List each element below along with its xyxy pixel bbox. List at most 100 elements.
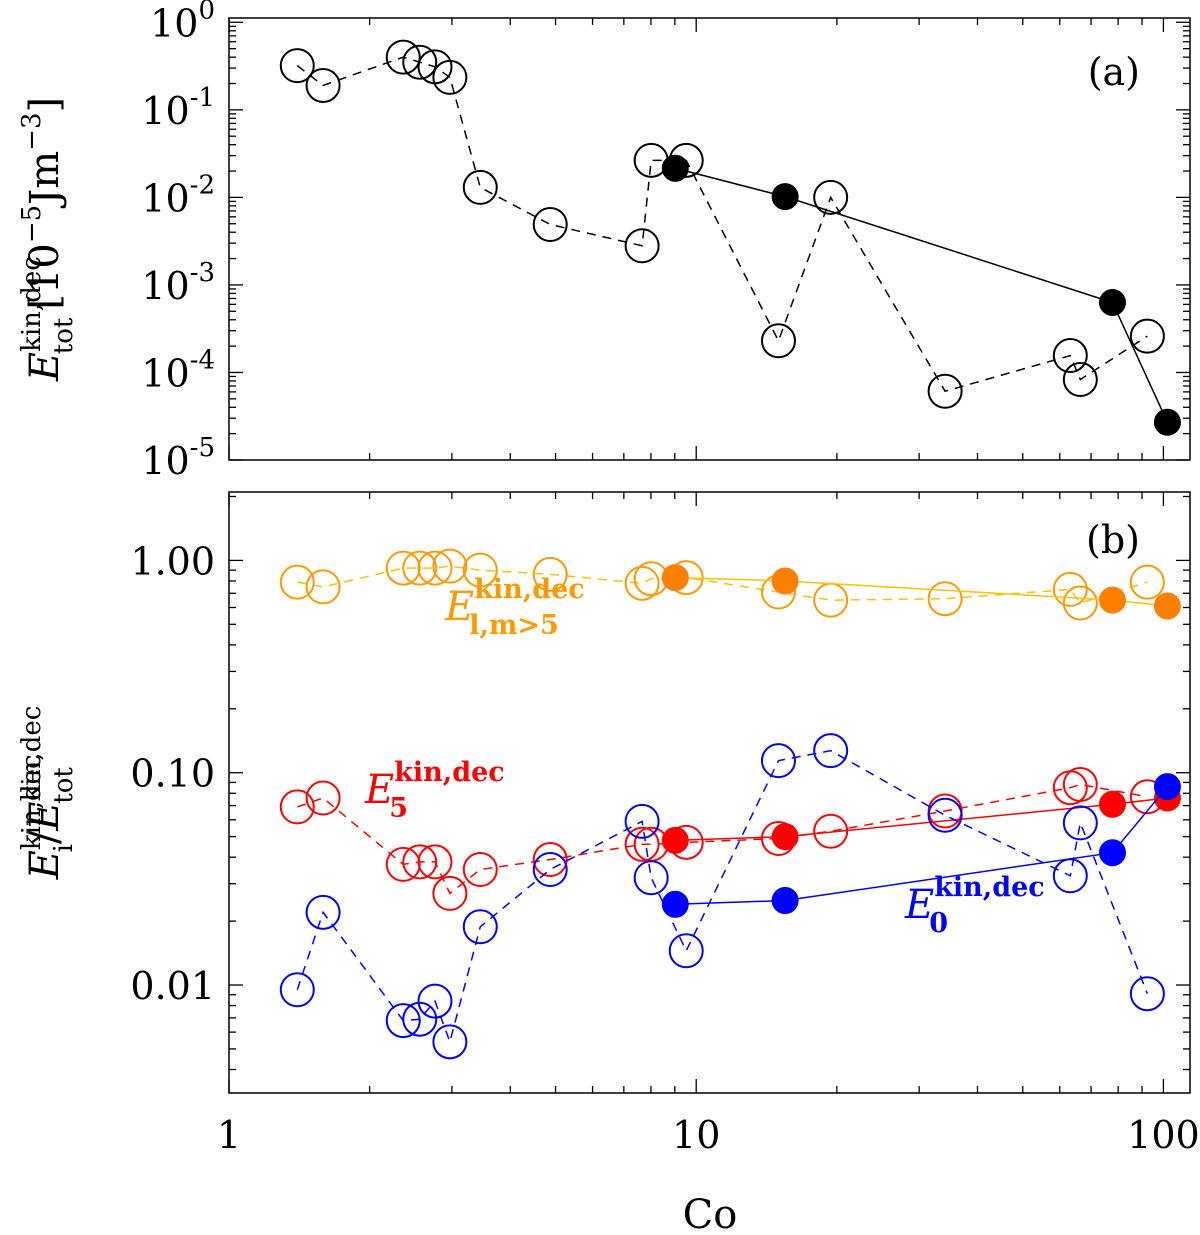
label-unit: [10: [22, 243, 68, 310]
series-line: [296, 56, 1148, 393]
x-tick-label: 1: [217, 1113, 241, 1157]
label-sup: kin,dec: [17, 256, 47, 352]
y-tick-label: 10-3: [141, 258, 215, 308]
tick-base: 10: [141, 439, 189, 483]
data-point-open: [385, 550, 421, 586]
label-unit: ]: [22, 97, 68, 113]
data-point-open: [417, 983, 453, 1019]
data-point-open: [305, 894, 341, 930]
data-point-open: [279, 789, 315, 825]
series-line: [297, 565, 1148, 604]
data-point-open: [1129, 318, 1165, 354]
label-sub: tot: [49, 767, 79, 804]
label-sub: i: [49, 844, 79, 852]
tick-exponent: -5: [190, 433, 215, 463]
data-point-open: [1052, 338, 1088, 374]
tick-base: 10: [141, 176, 189, 220]
data-point-filled: [771, 183, 799, 211]
plot-frame: [228, 491, 1191, 1094]
series-annotation: Ekin,dec 5: [364, 757, 505, 824]
x-tick-label: 100: [1127, 1113, 1200, 1157]
data-point-filled: [1098, 288, 1126, 316]
annotation-sup: kin,dec: [934, 872, 1045, 903]
data-point-filled: [661, 826, 689, 854]
label-main: E: [22, 801, 68, 831]
y-tick-label: 10-1: [141, 83, 215, 133]
data-point-open: [1129, 976, 1165, 1012]
label-unit: Jm: [22, 151, 68, 209]
y-axis-label: Ekin,deci/Ekin,dectot: [17, 706, 79, 881]
series-line: [675, 797, 1168, 842]
data-point-open: [432, 548, 468, 584]
data-point-open: [624, 803, 660, 839]
y-tick-label: 10-5: [141, 433, 215, 483]
x-tick-label: 10: [672, 1113, 720, 1157]
annotation-sup: kin,dec: [474, 574, 585, 605]
data-point-open: [927, 581, 963, 617]
data-point-open: [1062, 766, 1098, 802]
data-point-open: [417, 550, 453, 586]
tick-exponent: -4: [190, 345, 215, 375]
data-point-open: [1062, 805, 1098, 841]
data-point-open: [1062, 585, 1098, 621]
annotation-sub: 5: [389, 793, 408, 824]
data-point-open: [624, 228, 660, 264]
data-point-open: [813, 813, 849, 849]
tick-base: 10: [150, 1, 198, 45]
data-point-open: [402, 44, 438, 80]
data-point-open: [927, 797, 963, 833]
data-point-open: [402, 844, 438, 880]
data-point-open: [385, 846, 421, 882]
data-point-open: [813, 179, 849, 215]
tick-base: 10: [141, 89, 189, 133]
data-point-filled: [771, 887, 799, 915]
series-line: [296, 749, 1149, 1045]
y-axis-label: Ekin,dectot [10−5Jm−3]: [17, 97, 79, 382]
data-point-open: [305, 67, 341, 103]
label-unit-exp: −3: [17, 113, 47, 151]
data-point-filled: [1153, 773, 1181, 801]
data-point-open: [279, 972, 315, 1008]
data-point-open: [633, 860, 669, 896]
series-annotation: Ekin,dec l,m>5: [444, 574, 585, 641]
data-point-open: [385, 39, 421, 75]
data-point-open: [402, 1001, 438, 1037]
tick-exponent: -1: [190, 83, 215, 113]
y-tick-label: 10-4: [141, 345, 215, 395]
data-point-open: [532, 556, 568, 592]
data-point-filled: [661, 564, 689, 592]
label-unit-exp: −5: [17, 205, 47, 243]
data-point-open: [432, 1024, 468, 1060]
panel-a: 10010-110-210-310-410-5(a)Ekin,dectot[10…: [17, 0, 1191, 483]
data-point-open: [462, 552, 498, 588]
tick-base: 10: [141, 351, 189, 395]
series-line: [297, 783, 1148, 895]
data-point-open: [279, 48, 315, 84]
tick-exponent: 0: [198, 0, 215, 25]
data-point-open: [760, 743, 796, 779]
label-sub: tot: [49, 317, 79, 354]
data-point-filled: [1153, 592, 1181, 620]
data-point-open: [462, 909, 498, 945]
data-point-filled: [771, 823, 799, 851]
annotation-sup: kin,dec: [394, 757, 505, 788]
x-axis-label: Co: [683, 1192, 738, 1235]
data-point-open: [417, 844, 453, 880]
data-point-filled: [1153, 408, 1181, 436]
data-point-open: [279, 564, 315, 600]
data-point-open: [305, 569, 341, 605]
annotation-sub: 0: [929, 908, 948, 939]
data-point-open: [402, 550, 438, 586]
data-point-filled: [661, 154, 689, 182]
data-point-open: [532, 207, 568, 243]
data-point-open: [432, 59, 468, 95]
data-point-open: [1052, 571, 1088, 607]
data-point-open: [1129, 564, 1165, 600]
data-point-open: [813, 733, 849, 769]
series-line: [675, 576, 1168, 607]
y-tick-label: 0.10: [130, 752, 215, 796]
data-point-open: [532, 852, 568, 888]
panel-b: 1.000.100.011 10 100Co(b)Ekin,deci/Ekin,de…: [17, 491, 1200, 1235]
data-point-open: [385, 1003, 421, 1039]
